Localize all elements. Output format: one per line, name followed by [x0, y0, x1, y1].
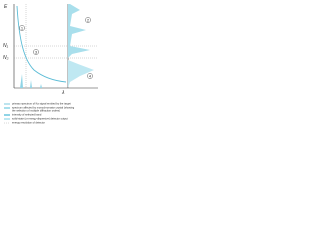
legend-text: primary spectrum of Kα signal emitted by… — [12, 102, 71, 106]
diagram: E λ N₁ N₂ 1 2 3 4 primary spectrum of Kα… — [3, 4, 98, 125]
marker: 4 — [89, 73, 92, 78]
page: {"axes": {"y_label": "E", "x_label": "λ"… — [0, 0, 100, 139]
y-tick: N₁ — [3, 43, 9, 49]
curve — [16, 5, 67, 83]
legend-text: the selection of multiple diffraction or… — [12, 109, 60, 113]
legend-text: intensity of selected band — [12, 113, 42, 117]
legend-text: energy resolution of detector — [12, 121, 45, 125]
y-label: E — [4, 4, 8, 10]
legend-swatch — [4, 107, 10, 109]
legend-text: solid-state (or energy-dispersive) detec… — [12, 117, 68, 121]
x-label: λ — [61, 90, 65, 96]
marker-circle — [85, 17, 91, 23]
legend-swatch — [4, 118, 10, 120]
legend-text: spectrum affected by monochromator cryst… — [12, 106, 75, 110]
marker-circle — [33, 49, 39, 55]
legend-swatch — [4, 114, 10, 116]
y-tick: N₂ — [3, 55, 9, 61]
spectrum-right — [68, 4, 90, 58]
marker: 1 — [21, 25, 24, 30]
legend: primary spectrum of Kα signal emitted by… — [4, 102, 75, 125]
marker: 3 — [35, 49, 38, 54]
marker-circle — [19, 25, 25, 31]
marker-circle — [87, 73, 93, 79]
detector-output — [68, 60, 94, 88]
spectrum — [14, 74, 42, 88]
marker: 2 — [87, 17, 90, 22]
